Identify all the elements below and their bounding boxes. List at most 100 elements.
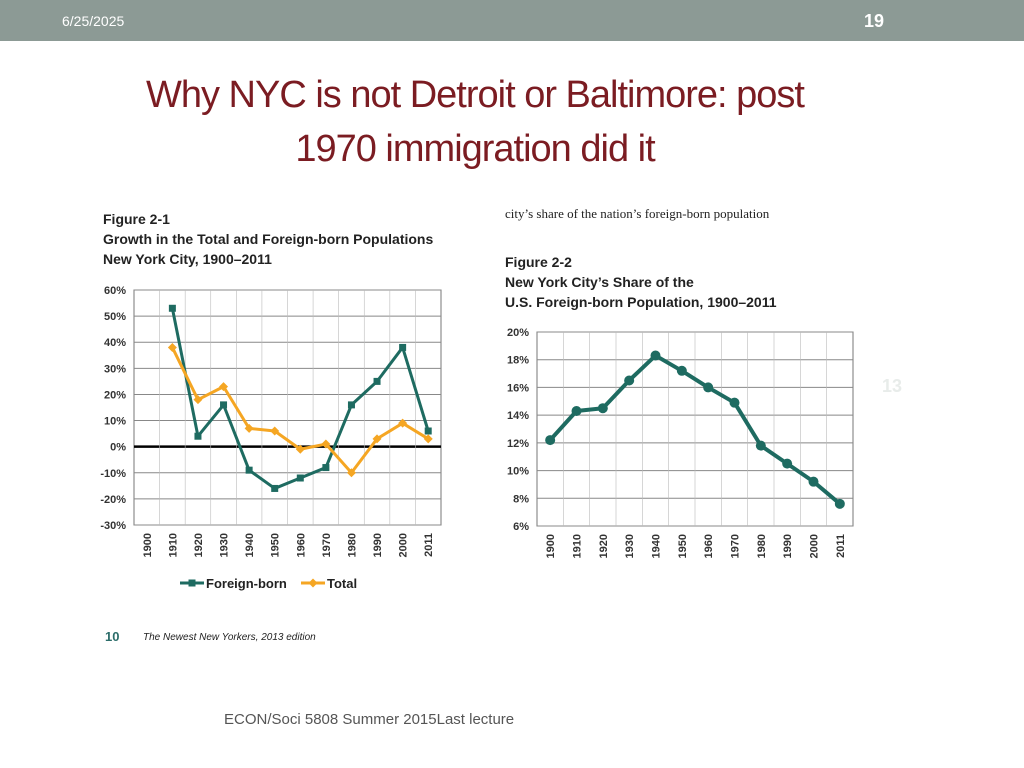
fig1-xtick-label: 1920 [193,533,205,557]
fig2-ytick-label: 18% [507,355,529,367]
fig2-xtick-label: 2011 [835,534,847,558]
figure-2-2-title-line-1: New York City’s Share of the [505,274,694,290]
legend-label-total: Total [327,576,357,591]
slide-date: 6/25/2025 [62,13,125,29]
title-line-1: Why NYC is not Detroit or Baltimore: pos… [146,74,805,116]
slide-title: Why NYC is not Detroit or Baltimore: pos… [60,68,890,176]
top-bar [0,0,1024,41]
fig1-point-foreign-born [194,432,202,440]
figure-2-2-header: Figure 2-2 New York City’s Share of the … [505,252,777,312]
fig2-point-share [676,365,687,376]
fig2-point-share [808,476,819,487]
fig1-ytick-label: 10% [104,416,126,428]
figure-2-1-title-line-1: Growth in the Total and Foreign-born Pop… [103,231,434,247]
right-caption: city’s share of the nation’s foreign-bor… [505,206,770,221]
figure-2-1-title-line-2: New York City, 1900–2011 [103,251,272,267]
legend-label-foreign-born: Foreign-born [206,576,287,591]
fig2-xtick-label: 1940 [651,534,663,558]
fig1-point-total [346,468,356,478]
fig2-xtick-label: 1930 [624,534,636,558]
fig1-xtick-label: 1950 [270,533,282,557]
figure-2-2-label: Figure 2-2 [505,254,572,270]
fig1-ytick-label: 60% [104,285,126,297]
legend-marker-total [308,578,318,588]
fig2-xtick-label: 1970 [730,534,742,558]
fig2-ytick-label: 10% [507,466,529,478]
fig2-ytick-label: 12% [507,438,529,450]
fig1-xtick-label: 2011 [423,533,435,557]
ghost-page-number: 13 [882,376,903,396]
fig1-xtick-label: 1980 [346,533,358,557]
left-source: The Newest New Yorkers, 2013 edition [143,632,316,643]
figure-2-1-header: Figure 2-1 Growth in the Total and Forei… [103,209,433,269]
fig2-ytick-label: 8% [513,493,529,505]
fig1-point-total [167,342,177,352]
fig1-xtick-label: 1910 [167,533,179,557]
fig1-ytick-label: 20% [104,389,126,401]
fig1-point-foreign-born [347,401,355,409]
fig1-xtick-label: 1940 [244,533,256,557]
fig2-xtick-label: 1960 [703,534,715,558]
fig2-xtick-label: 1920 [598,534,610,558]
fig2-xtick-label: 1950 [677,534,689,558]
fig2-point-share [729,397,740,408]
fig2-xtick-label: 1990 [782,534,794,558]
fig2-point-share [597,403,608,414]
fig1-xtick-label: 1900 [142,533,154,557]
fig1-xtick-label: 1970 [321,533,333,557]
fig2-point-share [755,440,766,451]
fig1-xtick-label: 2000 [398,533,410,557]
fig2-xtick-label: 1910 [572,534,584,558]
fig1-point-foreign-born [373,377,381,385]
fig1-point-total [398,418,408,428]
fig1-point-total [193,395,203,405]
fig1-ytick-label: 0% [110,442,126,454]
fig1-point-foreign-born [424,427,432,435]
fig1-point-foreign-born [220,401,228,409]
left-page-number: 10 [105,629,120,644]
fig1-point-total [270,426,280,436]
fig1-point-foreign-born [399,343,407,351]
fig1-point-foreign-born [271,484,279,492]
fig2-point-share [834,498,845,509]
fig2-ytick-label: 20% [507,327,529,339]
fig2-xtick-label: 1980 [756,534,768,558]
fig2-point-share [782,458,793,469]
fig1-point-total [295,444,305,454]
fig1-point-foreign-born [168,304,176,312]
fig1-xtick-label: 1960 [295,533,307,557]
fig1-ytick-label: 40% [104,337,126,349]
fig1-point-total [244,423,254,433]
fig1-ytick-label: -30% [100,520,126,532]
figure-2-1-label: Figure 2-1 [103,211,170,227]
fig1-xtick-label: 1990 [372,533,384,557]
fig2-ytick-label: 6% [513,521,529,533]
fig2-point-share [545,435,556,446]
fig1-point-total [219,382,229,392]
fig1-point-foreign-born [296,474,304,482]
fig1-ytick-label: 30% [104,363,126,375]
fig2-point-share [571,405,582,416]
title-line-2: 1970 immigration did it [295,128,655,170]
fig2-point-share [624,375,635,386]
fig1-xtick-label: 1930 [219,533,231,557]
fig1-point-foreign-born [245,466,253,474]
figure-2-2-title-line-2: U.S. Foreign-born Population, 1900–2011 [505,294,777,310]
fig2-point-share [703,382,714,393]
fig2-point-share [650,350,661,361]
fig1-ytick-label: -10% [100,468,126,480]
fig1-point-total [321,439,331,449]
fig1-ytick-label: 50% [104,311,126,323]
fig1-ytick-label: -20% [100,494,126,506]
fig2-ytick-label: 16% [507,382,529,394]
slide-number: 19 [864,11,885,31]
fig1-point-total [372,434,382,444]
fig1-point-total [423,434,433,444]
fig1-point-foreign-born [322,464,330,472]
legend-marker-foreign-born [188,579,196,587]
fig2-xtick-label: 2000 [809,534,821,558]
fig2-ytick-label: 14% [507,410,529,422]
footer-text: ECON/Soci 5808 Summer 2015Last lecture [224,711,515,728]
fig2-xtick-label: 1900 [545,534,557,558]
